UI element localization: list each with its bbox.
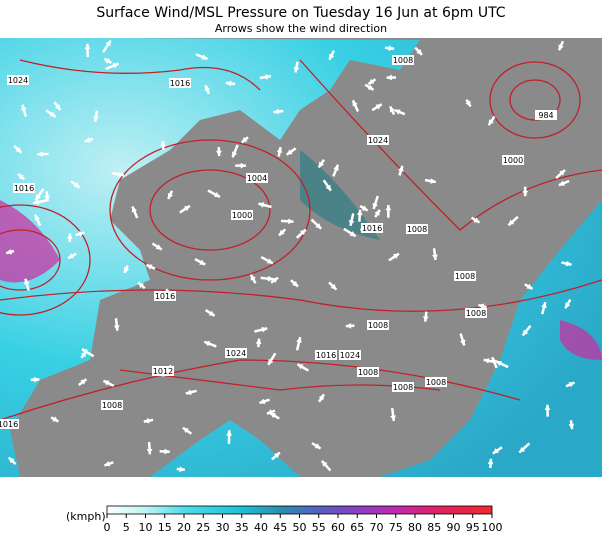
isobar-label: 1024 xyxy=(368,136,388,145)
colorbar-tick-label: 85 xyxy=(427,521,441,534)
isobar-label: 1016 xyxy=(170,79,190,88)
isobar-label: 984 xyxy=(538,111,553,120)
colorbar-tick-label: 95 xyxy=(466,521,480,534)
colorbar-tick-label: 0 xyxy=(104,521,111,534)
colorbar-tick-label: 65 xyxy=(350,521,364,534)
colorbar-tick-label: 60 xyxy=(331,521,345,534)
colorbar-unit: (kmph) xyxy=(66,510,106,523)
colorbar-tick-label: 80 xyxy=(408,521,422,534)
colorbar-tick-label: 100 xyxy=(482,521,503,534)
colorbar-tick-label: 70 xyxy=(370,521,384,534)
colorbar-tick-label: 30 xyxy=(216,521,230,534)
isobar-label: 1008 xyxy=(368,321,388,330)
colorbar-tick-label: 20 xyxy=(177,521,191,534)
colorbar-tick-label: 75 xyxy=(389,521,403,534)
isobar-label: 1024 xyxy=(8,76,28,85)
isobar-label: 1000 xyxy=(232,211,252,220)
isobar-label: 1004 xyxy=(247,174,267,183)
colorbar-tick-label: 10 xyxy=(139,521,153,534)
isobar-label: 1016 xyxy=(316,351,336,360)
isobar-label: 1016 xyxy=(362,224,382,233)
isobar-label: 1008 xyxy=(466,309,486,318)
isobar-label: 1016 xyxy=(0,420,18,429)
colorbar-scale xyxy=(107,506,492,514)
isobar-label: 1008 xyxy=(358,368,378,377)
isobar-label: 1008 xyxy=(393,383,413,392)
colorbar-tick-label: 55 xyxy=(312,521,326,534)
isobar-label: 1024 xyxy=(340,351,360,360)
colorbar-tick-label: 45 xyxy=(273,521,287,534)
colorbar-tick-label: 15 xyxy=(158,521,172,534)
colorbar-tick-label: 50 xyxy=(293,521,307,534)
colorbar-tick-label: 35 xyxy=(235,521,249,534)
colorbar-tick-label: 90 xyxy=(447,521,461,534)
isobar-label: 1008 xyxy=(426,378,446,387)
isobar-label: 1000 xyxy=(503,156,523,165)
isobar-label: 1008 xyxy=(102,401,122,410)
isobar-label: 1012 xyxy=(153,367,173,376)
map xyxy=(0,38,602,477)
colorbar-tick-label: 25 xyxy=(196,521,210,534)
isobar-label: 1008 xyxy=(407,225,427,234)
colorbar-tick-label: 5 xyxy=(123,521,130,534)
isobar-label: 1024 xyxy=(226,349,246,358)
title: Surface Wind/MSL Pressure on Tuesday 16 … xyxy=(96,5,505,21)
isobar-label: 1008 xyxy=(393,56,413,65)
isobar-label: 1016 xyxy=(155,292,175,301)
isobar-label: 1008 xyxy=(455,272,475,281)
isobar-label: 1016 xyxy=(14,184,34,193)
subtitle: Arrows show the wind direction xyxy=(215,22,387,35)
colorbar-tick-label: 40 xyxy=(254,521,268,534)
